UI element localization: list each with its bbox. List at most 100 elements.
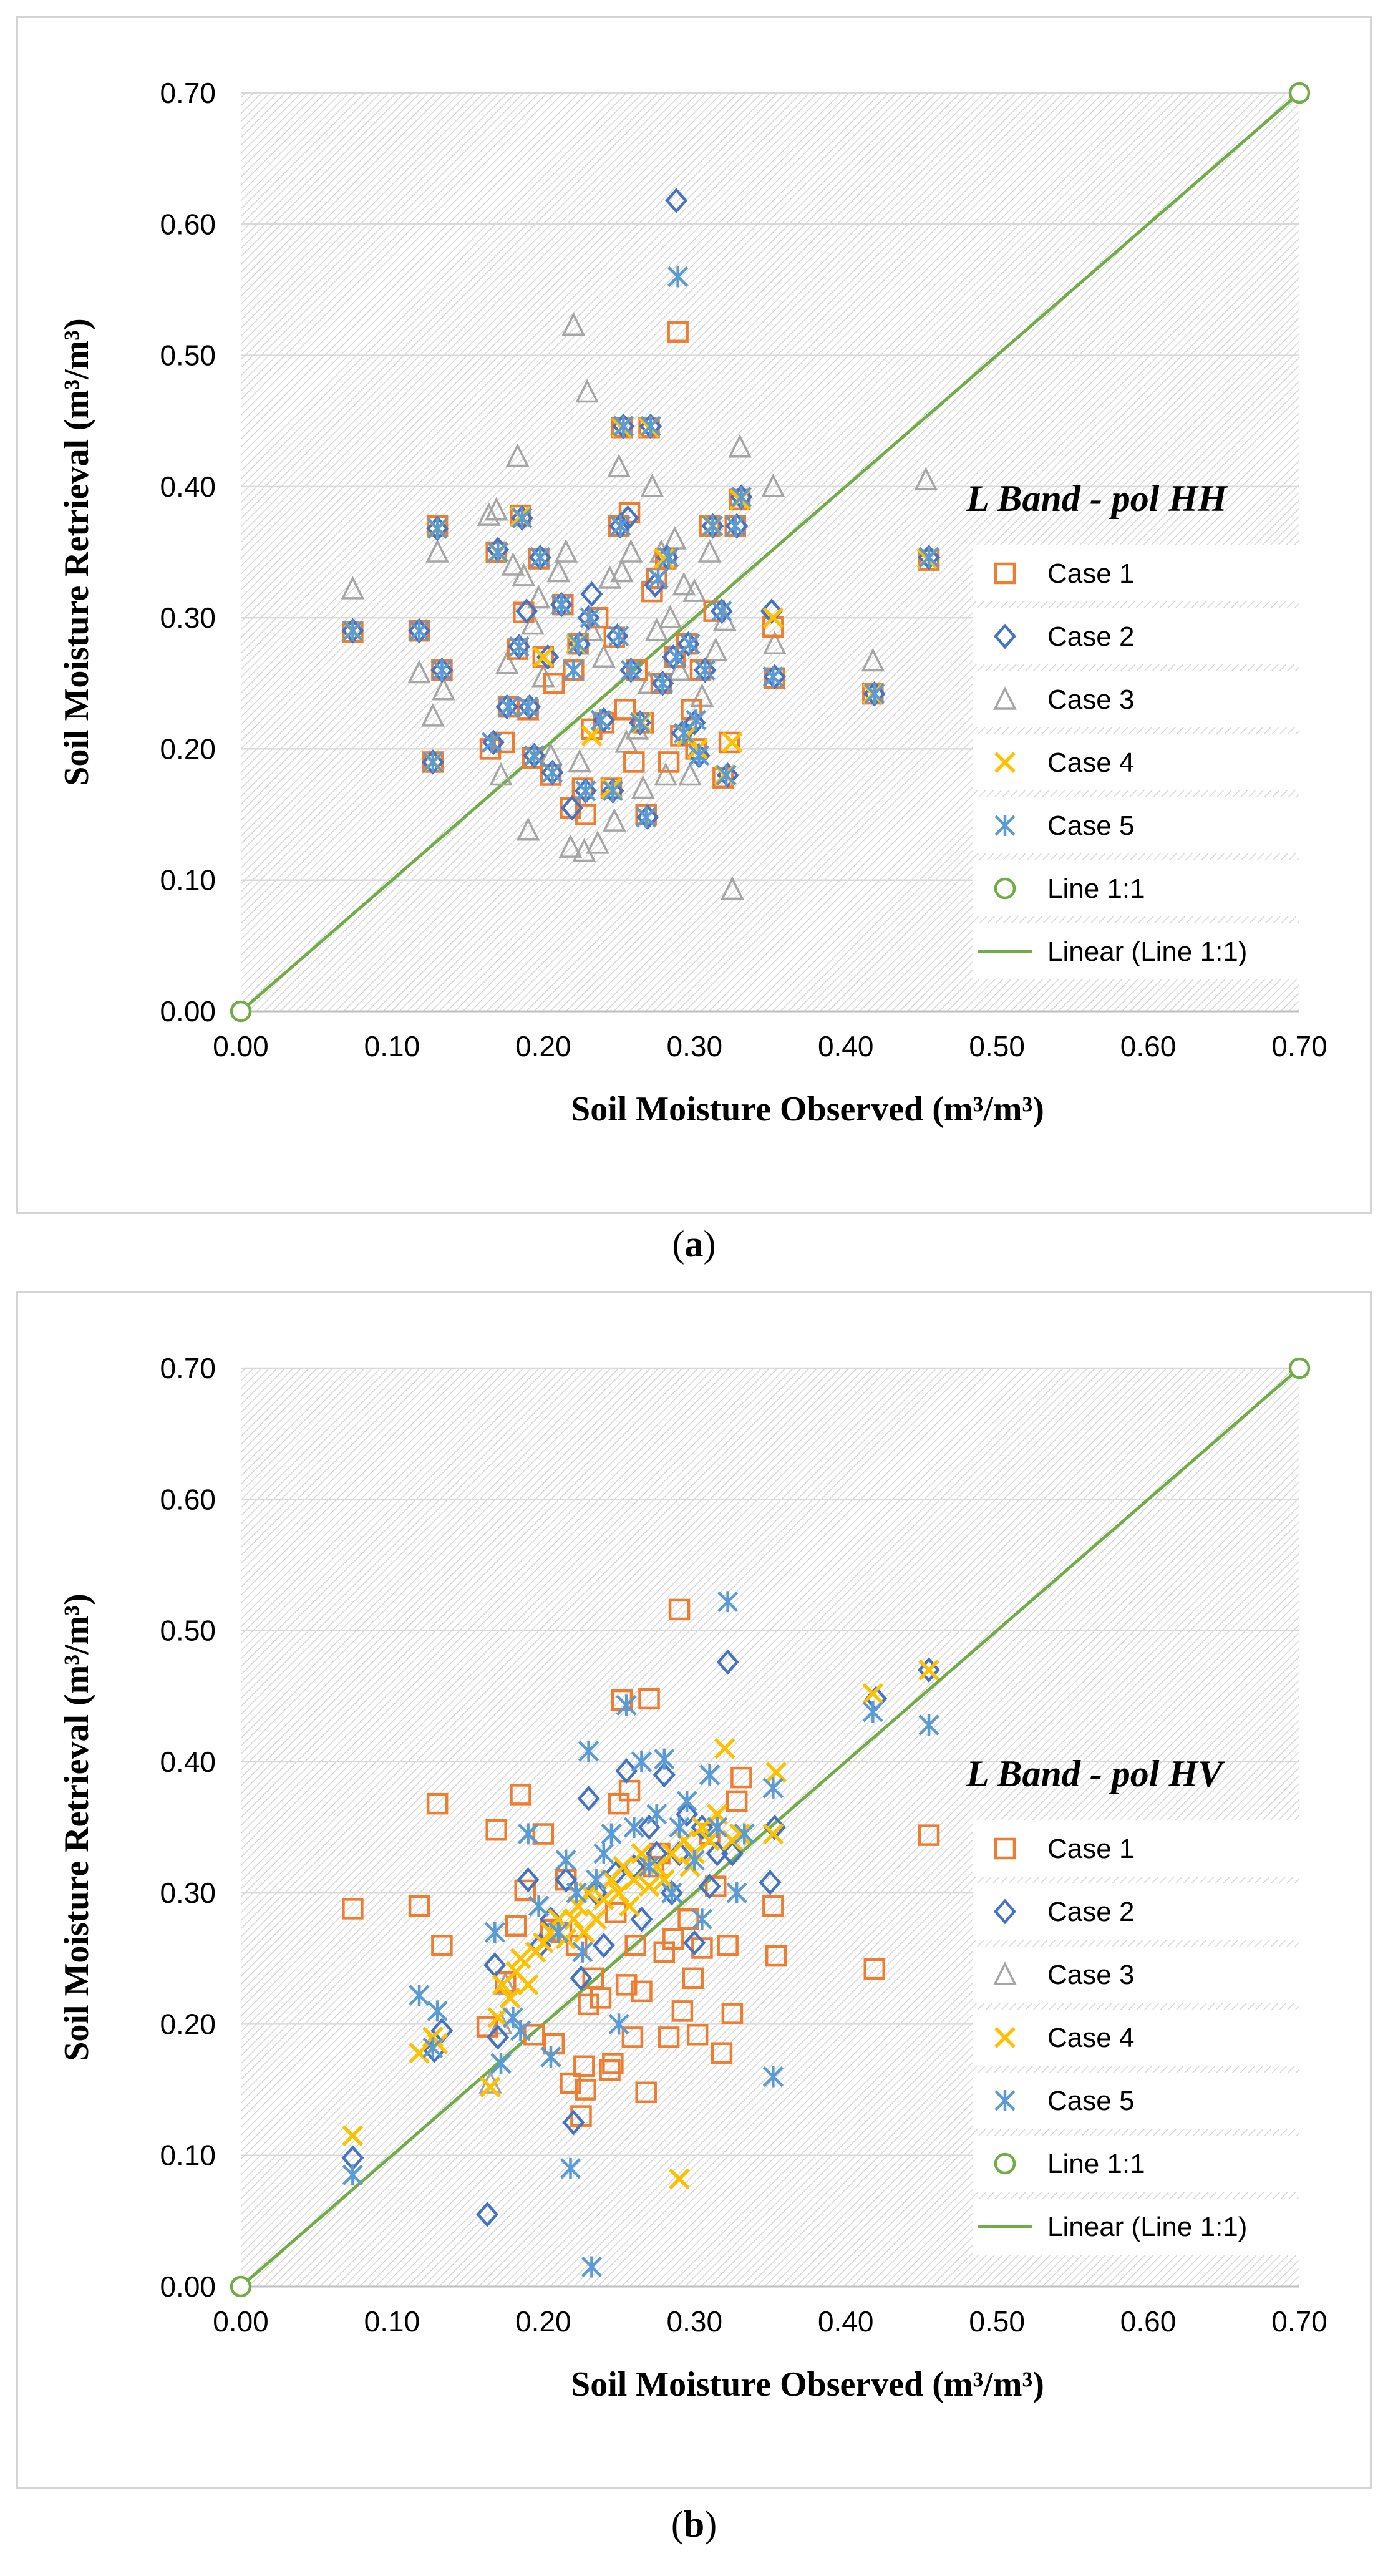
data-point — [863, 1958, 886, 1980]
data-point — [555, 1867, 578, 1893]
data-point — [662, 1928, 684, 1950]
data-point — [530, 547, 551, 568]
y-tick-label: 0.70 — [160, 77, 216, 109]
data-point — [631, 1751, 653, 1772]
data-point — [618, 502, 641, 524]
data-point — [717, 1591, 739, 1613]
data-point — [427, 518, 448, 540]
data-point — [644, 618, 669, 641]
data-point — [638, 1688, 660, 1710]
data-point — [688, 744, 710, 766]
y-tick-label: 0.70 — [160, 1352, 216, 1384]
data-point — [560, 2072, 581, 2094]
data-point — [593, 1843, 614, 1865]
data-point — [555, 1849, 576, 1871]
data-point — [640, 473, 664, 497]
data-point — [691, 1908, 713, 1930]
data-point — [431, 1935, 453, 1956]
data-point — [667, 321, 689, 343]
data-point — [501, 552, 525, 576]
data-point — [409, 620, 430, 642]
chart-panel-a: 0.00 0.10 0.20 0.30 0.40 0.50 0.60 0.70 0.00 0.10… — [16, 16, 1372, 1214]
data-point — [508, 636, 530, 658]
data-point — [554, 539, 578, 563]
series-case-5 — [342, 1591, 939, 2278]
y-tick-label: 0.10 — [160, 2139, 216, 2172]
data-point — [676, 1801, 699, 1827]
legend-title: L Band - pol HV — [966, 1753, 1226, 1794]
data-point — [729, 1823, 750, 1845]
y-axis-title: Soil Moisture Retrieval (m³/m³) — [57, 318, 96, 785]
data-point — [527, 585, 551, 609]
data-point — [658, 547, 679, 568]
data-point — [573, 2055, 595, 2077]
data-point — [730, 486, 752, 508]
legend-marker — [993, 623, 1017, 649]
data-point — [342, 620, 363, 642]
data-point — [689, 659, 712, 681]
caption-a: (a) — [672, 1223, 716, 1265]
legend-label: Line 1:1 — [1047, 873, 1145, 904]
x-tick-label: 0.40 — [818, 1030, 874, 1062]
legend-marker — [994, 815, 1016, 836]
data-point — [599, 2059, 621, 2081]
x-tick-label: 0.10 — [364, 2305, 420, 2338]
data-point — [518, 696, 539, 718]
data-point — [623, 751, 645, 773]
data-point — [665, 188, 688, 213]
y-tick-label: 0.60 — [160, 208, 216, 240]
data-point — [682, 1967, 704, 1990]
data-point — [762, 1823, 784, 1845]
data-point — [734, 1823, 755, 1845]
data-point — [620, 659, 642, 681]
data-point — [510, 1784, 531, 1806]
data-point — [653, 1762, 676, 1788]
data-point — [495, 650, 519, 674]
data-point — [668, 1598, 691, 1621]
data-point — [726, 1882, 747, 1904]
series-line-1-1 — [230, 1357, 1311, 2298]
data-point — [636, 806, 657, 828]
x-tick-label: 0.40 — [818, 2305, 874, 2338]
data-point — [726, 1790, 748, 1812]
data-point — [654, 762, 678, 786]
legend-item: Case 2 — [973, 1883, 1322, 1940]
data-point — [918, 1824, 940, 1846]
data-point — [762, 1895, 784, 1917]
data-point — [613, 1856, 634, 1878]
y-tick-label: 0.00 — [160, 2270, 216, 2303]
data-point — [586, 1869, 607, 1891]
data-point — [619, 1895, 640, 1917]
data-point — [652, 673, 673, 694]
data-point — [510, 2019, 531, 2041]
data-point — [505, 1915, 527, 1937]
data-point — [1288, 1357, 1311, 1379]
y-tick-label: 0.60 — [160, 1483, 216, 1515]
legend-item: Case 4 — [973, 2010, 1322, 2066]
data-point — [678, 762, 702, 786]
data-point — [645, 1840, 668, 1867]
legend-item: Case 5 — [973, 2073, 1322, 2129]
data-point — [607, 454, 631, 478]
data-point — [762, 631, 787, 654]
data-point — [591, 644, 616, 668]
data-point — [615, 1974, 638, 1996]
data-point — [661, 1882, 682, 1904]
data-point — [624, 1935, 646, 1956]
data-point — [918, 1659, 939, 1681]
data-point — [914, 467, 938, 491]
x-tick-label: 0.20 — [515, 1030, 571, 1062]
data-point — [667, 266, 689, 288]
data-point — [477, 502, 501, 526]
data-point — [602, 780, 623, 802]
data-point — [532, 1823, 555, 1845]
data-point — [560, 2157, 581, 2179]
data-point — [609, 515, 631, 537]
data-point — [918, 1657, 941, 1683]
data-point — [762, 1777, 784, 1799]
data-point — [625, 716, 649, 740]
y-tick-label: 0.50 — [160, 1615, 216, 1647]
legend-item: Line 1:1 — [973, 860, 1322, 916]
data-point — [631, 775, 655, 799]
data-point — [422, 2037, 444, 2059]
